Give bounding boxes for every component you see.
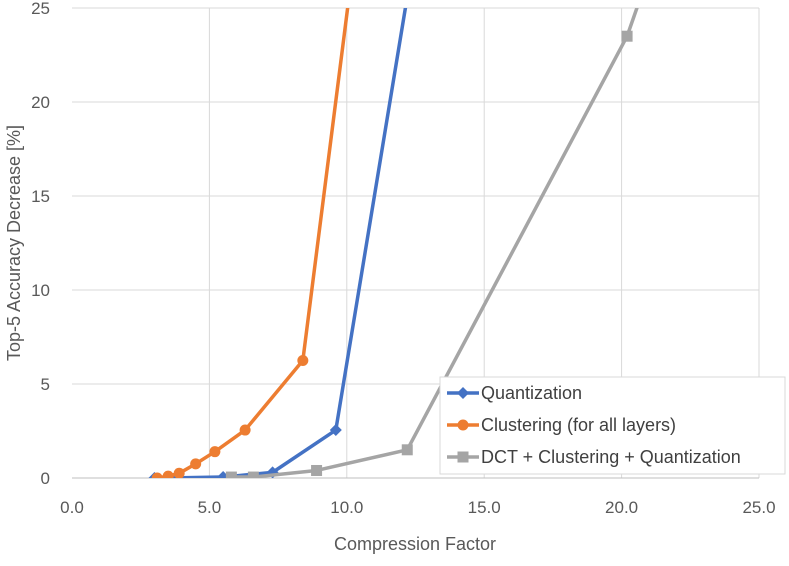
data-point [297, 355, 309, 366]
data-point [225, 471, 237, 478]
series-3 [225, 8, 639, 478]
y-axis-ticks: 0 5 10 15 20 25 [31, 0, 50, 488]
x-tick-label: 0.0 [60, 498, 84, 517]
data-point [329, 424, 342, 437]
legend-label: Quantization [481, 383, 582, 403]
series-line [154, 8, 408, 478]
data-point [162, 470, 174, 478]
legend-item: Clustering (for all layers) [447, 415, 676, 435]
y-tick-label: 15 [31, 187, 50, 206]
y-tick-label: 5 [41, 375, 50, 394]
legend-box [439, 376, 786, 475]
x-tick-label: 10.0 [330, 498, 363, 517]
data-point [190, 458, 202, 470]
y-tick-label: 10 [31, 281, 50, 300]
series-1 [148, 8, 408, 478]
x-axis-ticks: 0.0 5.0 10.0 15.0 20.0 25.0 [60, 498, 775, 517]
legend-item: DCT + Clustering + Quantization [447, 447, 741, 467]
legend-label: DCT + Clustering + Quantization [481, 447, 741, 467]
series-line [156, 8, 350, 478]
legend-item: Quantization [447, 383, 582, 403]
x-tick-label: 25.0 [742, 498, 775, 517]
legend: Quantization Clustering (for all layers) D… [439, 376, 786, 475]
x-tick-label: 5.0 [198, 498, 222, 517]
x-axis-title: Compression Factor [334, 534, 496, 554]
y-tick-label: 25 [31, 0, 50, 18]
data-point [247, 471, 259, 478]
series-layer [148, 8, 639, 478]
y-tick-label: 0 [41, 469, 50, 488]
series-2 [151, 8, 350, 478]
legend-marker [457, 451, 469, 463]
data-point [239, 424, 251, 436]
y-tick-label: 20 [31, 93, 50, 112]
x-tick-label: 15.0 [468, 498, 501, 517]
legend-label: Clustering (for all layers) [481, 415, 676, 435]
data-point [209, 446, 221, 458]
data-point [401, 444, 413, 456]
x-tick-label: 20.0 [605, 498, 638, 517]
y-axis-title: Top-5 Accuracy Decrease [%] [4, 125, 24, 361]
data-point [173, 467, 185, 478]
legend-marker [457, 387, 469, 399]
data-point [311, 464, 323, 476]
legend-marker [457, 419, 469, 431]
data-point [621, 30, 633, 42]
data-point [151, 472, 163, 478]
